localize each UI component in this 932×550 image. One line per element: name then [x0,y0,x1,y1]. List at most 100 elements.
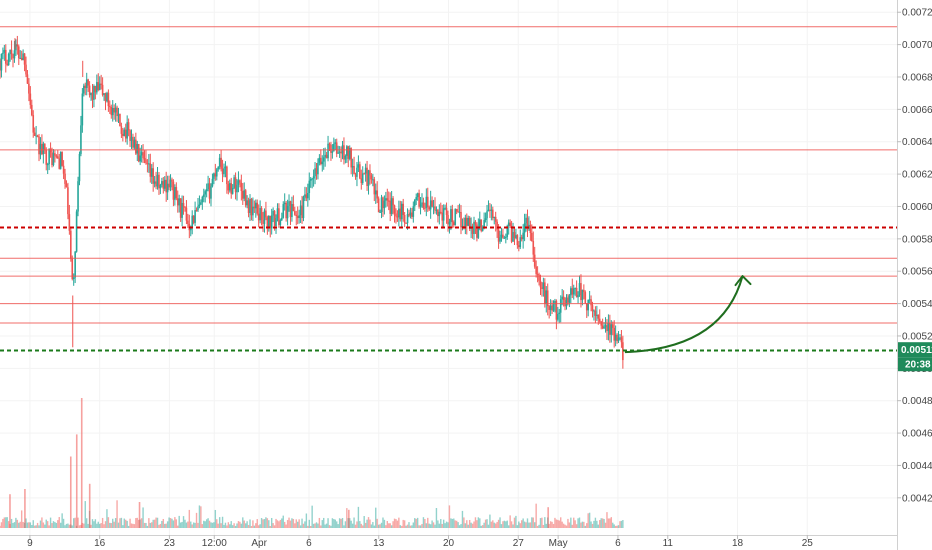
candle-body [519,237,522,248]
candle-body [30,104,33,116]
candle-body [253,206,256,209]
candle-body [114,107,117,113]
volume-bar [505,521,507,528]
volume-bar [607,518,610,528]
candle-body [513,232,516,239]
candle-body [483,219,485,228]
candle-body [33,132,36,136]
candle-body [305,194,308,199]
volume-bar [525,522,527,528]
candle-body [72,277,75,280]
volume-bar [554,517,556,528]
volume-bar [96,523,98,528]
candle-body [419,204,422,207]
volume-bar [122,525,124,528]
candle-body [405,222,407,224]
candle-body [590,299,592,306]
volume-bar [45,519,47,528]
candle-body [142,152,144,159]
volume-bar [0,525,1,528]
volume-bar [310,525,312,528]
volume-bar [479,518,481,528]
candle-body [510,226,513,242]
candle-body [477,227,480,238]
candle-body [285,202,287,219]
volume-bar [382,517,384,528]
candle-body [156,174,159,187]
projection-arrow[interactable] [624,275,752,354]
candle-body [122,133,124,136]
volume-bar [255,523,257,528]
candle-body [80,125,82,154]
volume-bar [26,522,29,528]
volume-bar [396,520,399,528]
volume-bar [536,525,539,528]
volume-bar [528,522,530,528]
volume-bar [422,517,425,528]
candle-body [106,92,108,102]
volume-bar [515,515,517,528]
volume-bar [379,524,381,528]
candle-body [233,177,235,188]
volume-bar [3,517,6,528]
candle-body [45,150,48,165]
volume-bar [191,524,193,528]
candle-body [607,322,610,332]
volume-bar [523,521,526,528]
candle-body [359,164,361,179]
candle-body [481,227,484,231]
volume-bar [308,519,310,528]
volume-bar [143,522,146,528]
time-axis[interactable]: 9 16 23 12:00 Apr 6 13 20 27 May 6 11 18 25 [27,535,813,549]
candle-body [536,273,539,275]
candle-body [334,142,337,144]
volume-bar [58,517,60,528]
volume-bar [93,521,95,528]
volume-bar [457,522,459,528]
volume-bar [341,517,344,528]
candle-body [61,152,63,166]
volume-bar [42,522,45,528]
volume-bar [468,519,471,528]
volume-bar [571,524,573,528]
volume-bar [574,520,576,528]
candle-body [509,222,511,227]
countdown-label-bg [898,357,932,372]
candle-body [256,202,259,214]
candle-body [399,208,402,220]
candle-body [344,155,347,160]
candle-body [411,212,413,217]
candle-body [614,334,617,341]
candle-body [554,300,556,305]
candle-body [133,139,136,148]
volume-bar [78,525,81,528]
candle-body [55,155,58,157]
horizontal-levels[interactable] [0,26,897,352]
candle-body [604,325,607,328]
arrow-head[interactable] [734,275,752,287]
x-tick-label: 25 [802,538,814,549]
candle-body [70,230,72,259]
candle-body [237,180,240,185]
volume-bar [114,518,117,528]
candle-body [455,209,458,212]
volume-bar [513,517,516,528]
candle-body [541,287,543,289]
volume-bar [516,525,519,528]
candle-body [168,183,170,188]
volume-bar [591,523,594,528]
arrow-curve[interactable] [624,275,744,354]
candle-body [161,181,163,185]
y-tick-label: 0.005200 [902,331,932,342]
volume-bar [204,521,206,528]
candle-body [250,199,253,216]
candle-body [49,148,52,153]
volume-bar [25,518,27,528]
x-tick-label: 18 [732,538,744,549]
volume-bar [0,522,3,528]
volume-bar [285,524,287,528]
volume-bar [596,520,598,528]
volume-bar [343,525,345,528]
